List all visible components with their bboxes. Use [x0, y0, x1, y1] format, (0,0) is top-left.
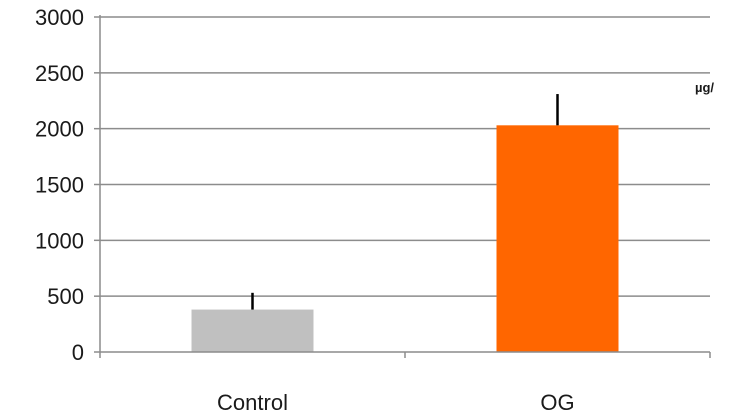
y-tick-label: 0: [72, 340, 84, 365]
axes: [99, 15, 710, 353]
x-category-label: OG: [540, 390, 574, 415]
y-axis-unit-label: µg/: [695, 80, 714, 95]
y-tick-label: 1000: [35, 228, 84, 253]
x-category-labels: Control OG: [217, 390, 575, 415]
y-tick-labels: 0 500 1000 1500 2000 2500 3000: [35, 5, 84, 365]
x-category-label: Control: [217, 390, 288, 415]
bar-control: [191, 309, 314, 352]
y-tick-label: 3000: [35, 5, 84, 30]
bars: [99, 94, 711, 358]
y-tick-label: 1500: [35, 173, 84, 198]
y-tick-label: 2000: [35, 117, 84, 142]
bar-og: [496, 125, 619, 352]
y-tick-label: 500: [47, 284, 84, 309]
y-tick-label: 2500: [35, 61, 84, 86]
